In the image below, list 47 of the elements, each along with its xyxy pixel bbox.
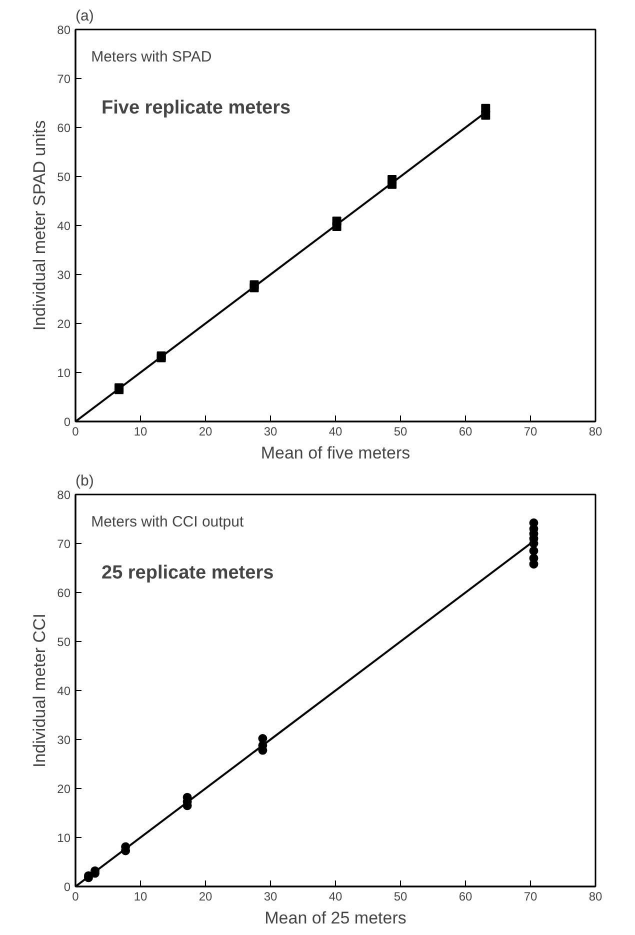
- y-tick-label: 80: [57, 23, 71, 37]
- x-tick-label: 30: [264, 890, 278, 904]
- y-tick-label: 0: [64, 415, 71, 429]
- y-tick-label: 10: [57, 831, 71, 845]
- y-tick-label: 20: [57, 317, 71, 331]
- annotation: 25 replicate meters: [102, 562, 274, 584]
- x-tick-label: 50: [394, 424, 408, 438]
- y-axis-title: Individual meter SPAD units: [30, 120, 50, 331]
- x-tick-label: 20: [198, 424, 212, 438]
- x-tick-label: 70: [524, 890, 538, 904]
- x-tick-label: 80: [588, 890, 602, 904]
- y-tick-label: 70: [57, 72, 71, 86]
- y-tick-label: 80: [57, 488, 71, 502]
- x-tick-label: 40: [328, 890, 342, 904]
- x-tick-label: 0: [72, 890, 80, 904]
- y-tick-label: 10: [57, 366, 71, 380]
- x-tick-label: 0: [72, 424, 80, 438]
- annotation: Five replicate meters: [102, 97, 291, 118]
- y-tick-label: 20: [57, 782, 71, 796]
- chart-title: (b): [76, 472, 94, 490]
- y-tick-label: 60: [57, 586, 71, 600]
- x-tick-label: 50: [394, 890, 408, 904]
- y-tick-label: 60: [57, 121, 71, 135]
- chart-title: (a): [76, 8, 94, 24]
- y-tick-label: 70: [57, 537, 71, 551]
- x-tick-label: 20: [198, 890, 212, 904]
- x-tick-label: 60: [458, 890, 472, 904]
- x-tick-label: 10: [134, 424, 148, 438]
- annotation: Meters with SPAD: [91, 48, 212, 66]
- x-tick-label: 40: [328, 424, 342, 438]
- y-tick-label: 0: [64, 880, 71, 894]
- y-tick-label: 50: [57, 170, 71, 184]
- x-tick-label: 60: [458, 424, 472, 438]
- x-tick-label: 80: [588, 424, 602, 438]
- y-tick-label: 30: [57, 268, 71, 282]
- x-axis-title: Mean of 25 meters: [264, 908, 406, 928]
- y-axis-title: Individual meter CCI: [30, 613, 50, 768]
- y-tick-label: 30: [57, 733, 71, 747]
- y-tick-label: 40: [57, 684, 71, 698]
- x-tick-label: 30: [264, 424, 278, 438]
- y-tick-label: 50: [57, 635, 71, 649]
- y-tick-label: 40: [57, 219, 71, 233]
- x-tick-label: 70: [524, 424, 538, 438]
- x-axis-title: Mean of five meters: [260, 444, 410, 462]
- x-tick-label: 10: [134, 890, 148, 904]
- annotation: Meters with CCI output: [91, 513, 244, 530]
- point: [529, 546, 538, 556]
